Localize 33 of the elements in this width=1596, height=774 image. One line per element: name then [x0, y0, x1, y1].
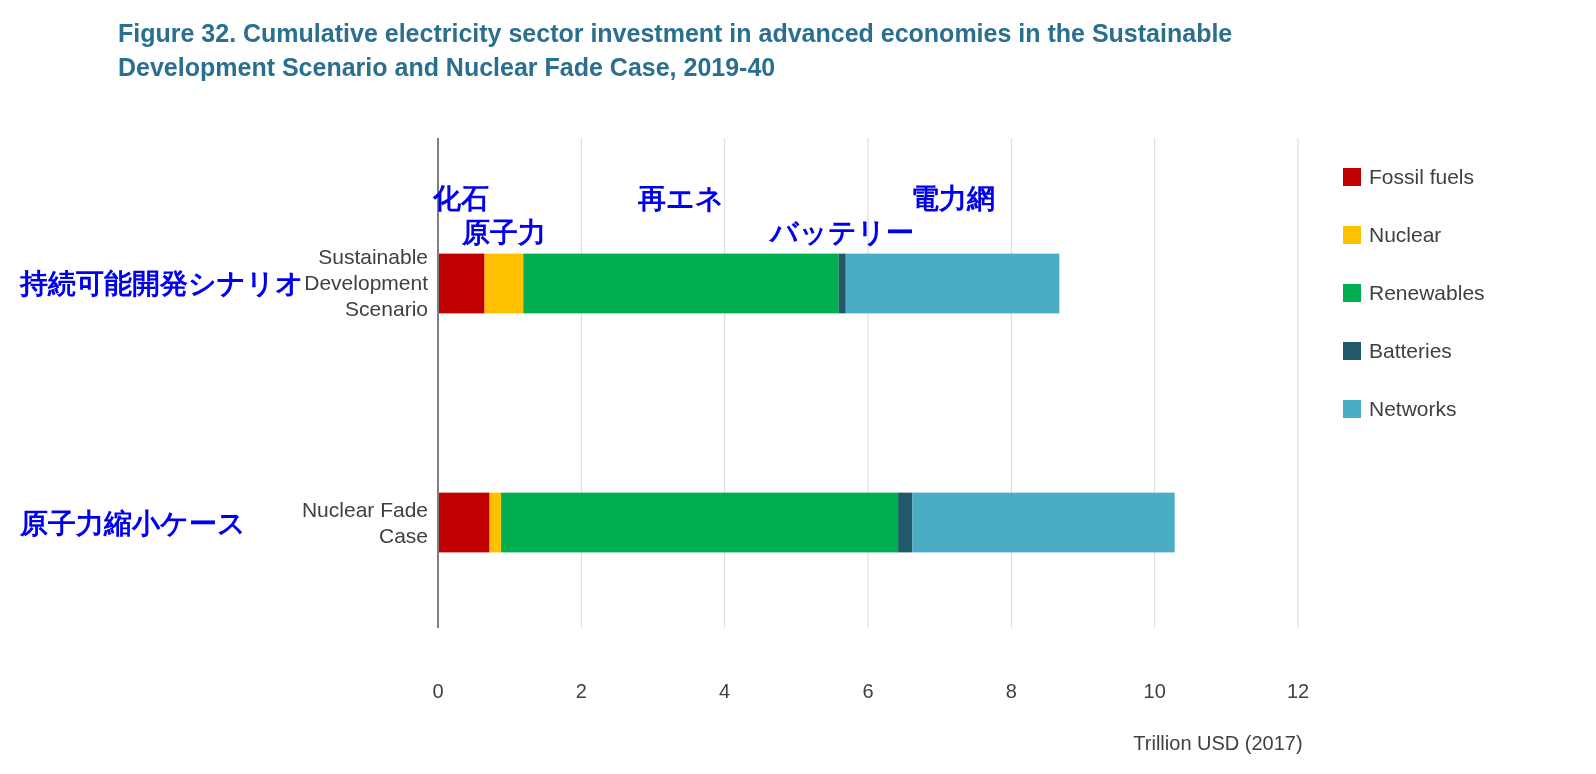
annotation: バッテリー — [768, 216, 915, 248]
legend-label: Fossil fuels — [1369, 165, 1475, 188]
annotation: 電力網 — [910, 182, 995, 214]
bar — [898, 492, 913, 553]
y-tick-label: Sustainable Development Scenario — [304, 245, 429, 321]
legend-label: Renewables — [1369, 281, 1485, 304]
legend-label: Nuclear — [1369, 223, 1442, 246]
annotation: 再エネ — [636, 182, 724, 214]
legend-label: Batteries — [1369, 339, 1452, 362]
bar — [489, 492, 502, 553]
legend-label: Networks — [1369, 397, 1457, 420]
x-tick-label: 6 — [862, 680, 874, 702]
bar — [912, 492, 1175, 553]
bar — [845, 253, 1060, 314]
x-tick-label: 10 — [1143, 680, 1166, 702]
x-tick-label: 0 — [432, 680, 444, 702]
y-tick-label: Nuclear Fade Case — [301, 497, 428, 547]
bar — [501, 492, 899, 553]
bar — [438, 492, 490, 553]
bar — [523, 253, 839, 314]
x-tick-label: 12 — [1286, 680, 1310, 702]
x-axis-title: Trillion USD (2017) — [1133, 732, 1303, 754]
annotation: 原子力 — [460, 216, 546, 248]
x-tick-label: 2 — [575, 680, 587, 702]
bar — [838, 253, 846, 314]
text: 原子力縮小ケース — [19, 507, 246, 539]
x-tick-label: 8 — [1005, 680, 1017, 702]
bar — [438, 253, 485, 314]
annotation: 化石 — [432, 182, 490, 214]
text: 持続可能開発シナリオ — [19, 268, 304, 300]
x-tick-label: 4 — [719, 680, 731, 702]
chart-title: Figure 32. Cumulative electricity sector investment in advanced economies in the Sustainable Development Scenario and Nuclear Fade Case, 2019-40 — [118, 19, 1233, 81]
bar — [484, 253, 524, 314]
